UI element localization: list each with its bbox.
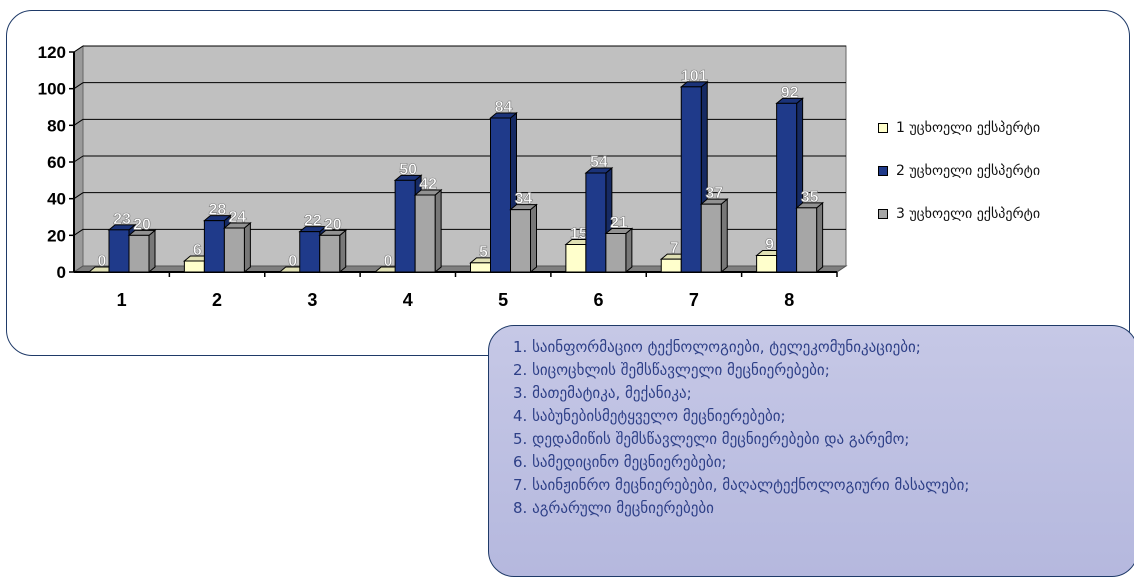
- data-label-s1-c2: 6: [193, 242, 202, 259]
- data-label-s2-c6: 54: [590, 154, 608, 171]
- bar-s1-c7: [660, 258, 682, 273]
- bar-s1-c5: [470, 262, 491, 273]
- y-tick-label: 80: [47, 116, 66, 135]
- gridline-diag: [73, 82, 84, 90]
- x-tick-label: 2: [212, 290, 222, 310]
- bar-s2-c8: [776, 102, 798, 273]
- legend-swatch-series-2: [878, 166, 888, 176]
- x-tick-label: 1: [117, 290, 127, 310]
- data-label-s3-c6: 21: [610, 215, 628, 232]
- x-tick-label: 7: [689, 290, 699, 310]
- note-line-6: 6. სამედიცინო მეცნიერებები;: [513, 453, 727, 471]
- data-label-s1-c5: 5: [479, 244, 488, 261]
- data-label-s2-c3: 22: [304, 213, 322, 230]
- gridline-diag: [73, 155, 84, 163]
- y-tick-label: 120: [38, 43, 66, 62]
- y-tick-label: 100: [38, 80, 66, 99]
- legend: 1 უცხოელი ექსპერტი 2 უცხოელი ექსპერტი 3 …: [878, 118, 1040, 247]
- bar-s3-c3: [319, 234, 341, 273]
- bar-s3-c2: [223, 227, 245, 273]
- y-tick-label: 0: [57, 263, 66, 282]
- data-label-s2-c4: 50: [399, 161, 417, 178]
- note-line-7: 7. საინჟინრო მეცნიერებები, მაღალტექნოლოგ…: [513, 476, 970, 494]
- y-tick-label: 60: [47, 153, 66, 172]
- bar-side-s3-c1: [148, 229, 156, 274]
- bar-s2-c7: [680, 86, 702, 273]
- data-label-s2-c1: 23: [113, 211, 131, 228]
- bar-side-s3-c7: [720, 198, 728, 274]
- bar-s2-c3: [299, 231, 321, 273]
- data-label-s3-c2: 24: [228, 209, 246, 226]
- bar-side-s3-c5: [530, 203, 537, 274]
- legend-label-series-3: 3 უცხოელი ექსპერტი: [896, 206, 1041, 222]
- legend-item-series-2: 2 უცხოელი ექსპერტი: [878, 161, 1040, 181]
- gridline-diag: [73, 192, 84, 200]
- bar-side-s3-c2: [243, 221, 251, 274]
- x-tick-label: 3: [307, 290, 317, 310]
- data-label-s3-c5: 34: [515, 191, 533, 208]
- bar-side-s3-c3: [339, 229, 347, 274]
- bar-s1-c2: [183, 260, 205, 273]
- bar-side-s3-c8: [816, 201, 824, 274]
- note-line-8: 8. აგრარული მეცნიერებები: [513, 499, 714, 517]
- gridline-diag: [73, 228, 84, 236]
- bar-s3-c4: [414, 194, 436, 273]
- bar-s3-c1: [128, 234, 150, 273]
- x-tick-label: 5: [498, 290, 508, 310]
- data-label-s1-c7: 7: [670, 240, 679, 257]
- data-label-s3-c8: 35: [801, 189, 819, 206]
- bar-s3-c8: [796, 207, 818, 273]
- bar-s3-c7: [700, 203, 722, 273]
- bar-side-s3-c6: [625, 227, 633, 274]
- data-label-s3-c1: 20: [133, 216, 151, 233]
- data-label-s3-c4: 42: [419, 176, 437, 193]
- data-label-s1-c4: 0: [384, 253, 393, 270]
- data-label-s3-c7: 37: [705, 185, 723, 202]
- data-label-s1-c1: 0: [98, 253, 107, 270]
- gridline-diag: [73, 45, 84, 53]
- y-tick-label: 40: [47, 190, 66, 209]
- data-label-s2-c7: 101: [681, 68, 708, 85]
- bar-s2-c4: [394, 179, 416, 273]
- bar-s2-c6: [585, 172, 607, 273]
- data-label-s2-c2: 28: [208, 202, 226, 219]
- note-line-2: 2. სიცოცხლის შემსწავლელი მეცნიერებები;: [513, 361, 830, 379]
- bar-s2-c1: [108, 229, 130, 273]
- data-label-s3-c3: 20: [324, 216, 342, 233]
- bar-s2-c2: [203, 220, 225, 273]
- gridline-diag: [73, 118, 84, 126]
- data-label-s2-c5: 84: [495, 99, 513, 116]
- y-tick-label: 20: [47, 226, 66, 245]
- legend-swatch-series-3: [878, 209, 888, 219]
- note-line-5: 5. დედამიწის შემსწავლელი მეცნიერებები და…: [513, 430, 910, 448]
- bar-s1-c6: [565, 244, 587, 273]
- note-line-1: 1. საინფორმაციო ტექნოლოგიები, ტელეკომუნი…: [513, 338, 921, 356]
- legend-label-series-1: 1 უცხოელი ექსპერტი: [896, 120, 1041, 136]
- x-tick-label: 8: [784, 290, 794, 310]
- legend-swatch-series-1: [878, 123, 888, 133]
- category-notes-box: 1. საინფორმაციო ტექნოლოგიები, ტელეკომუნი…: [488, 325, 1134, 577]
- legend-label-series-2: 2 უცხოელი ექსპერტი: [896, 163, 1041, 179]
- bar-s1-c8: [756, 255, 778, 273]
- data-label-s2-c8: 92: [781, 84, 799, 101]
- legend-item-series-3: 3 უცხოელი ექსპერტი: [878, 204, 1040, 224]
- data-label-s1-c8: 9: [765, 237, 774, 254]
- x-tick-label: 6: [594, 290, 604, 310]
- bar-s3-c5: [510, 209, 531, 273]
- data-label-s1-c6: 15: [570, 226, 588, 243]
- bar-s3-c6: [605, 233, 627, 273]
- bar-side-s3-c4: [434, 188, 442, 274]
- note-line-3: 3. მათემატიკა, მექანიკა;: [513, 384, 692, 402]
- bar-s2-c5: [490, 117, 511, 273]
- x-tick-label: 4: [403, 290, 413, 310]
- legend-item-series-1: 1 უცხოელი ექსპერტი: [878, 118, 1040, 138]
- data-label-s1-c3: 0: [288, 253, 297, 270]
- note-line-4: 4. საბუნებისმეტყველო მეცნიერებები;: [513, 407, 786, 425]
